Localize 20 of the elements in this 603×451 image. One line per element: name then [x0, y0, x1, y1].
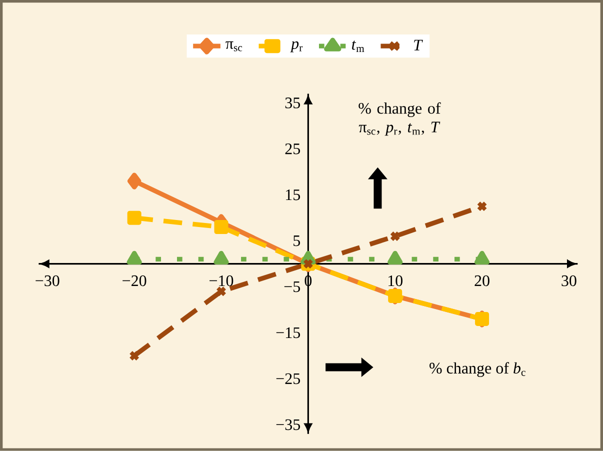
y-tick-label: 25	[285, 144, 300, 154]
y-tick-label: 35	[285, 98, 300, 108]
y-tick-label: −35	[276, 419, 300, 430]
y-tick-label: −25	[276, 373, 300, 384]
x-tick-label: −20	[122, 275, 146, 286]
x-tick-label: −10	[210, 275, 234, 286]
x-tick-label: −30	[36, 275, 60, 286]
y-tick-label: −15	[276, 327, 300, 338]
x-tick-label: 10	[388, 275, 402, 286]
y-tick-label: −5	[284, 282, 300, 292]
legend-label: p$_{r}$	[290, 41, 303, 52]
x-tick-label: 20	[474, 275, 490, 286]
legend-label: t$_{m}$	[352, 40, 364, 52]
legend-label: π$_{sc}$	[226, 41, 242, 52]
legend-label: T	[414, 40, 423, 50]
y-tick-label: 5	[294, 236, 300, 246]
y-tick-label: 15	[286, 190, 300, 200]
text: % change of π$_{sc}$, p$_{r}$, t$_{m}$, T	[358, 102, 441, 136]
x-tick-label: 30	[562, 275, 576, 286]
annotation: % change of b$_{c}$	[430, 362, 526, 377]
